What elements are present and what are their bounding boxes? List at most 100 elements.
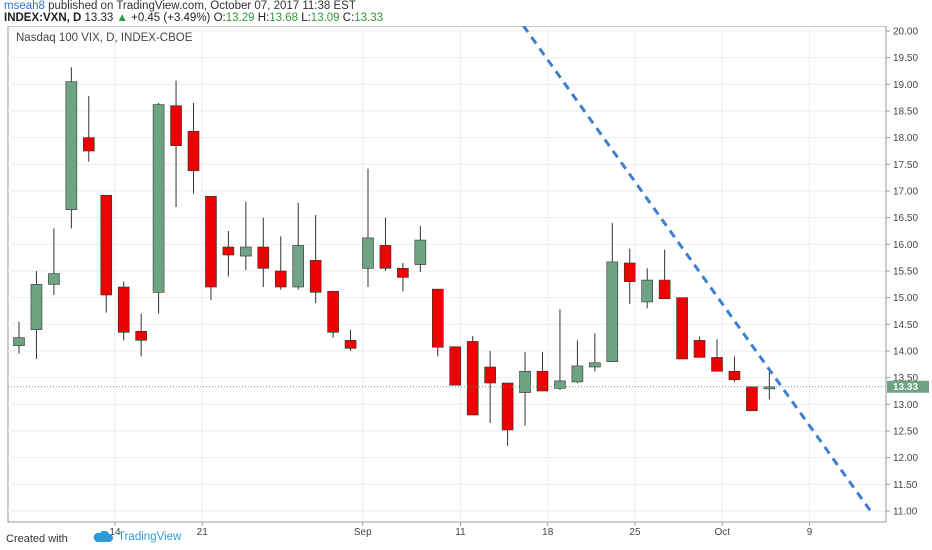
- candle-body: [693, 340, 706, 358]
- candle-body: [222, 246, 235, 256]
- candle[interactable]: [728, 356, 741, 382]
- candle[interactable]: [344, 329, 357, 351]
- candle[interactable]: [30, 271, 43, 359]
- y-tick-label: 14.50: [893, 320, 918, 331]
- candle-body: [135, 330, 147, 341]
- candle[interactable]: [623, 248, 636, 305]
- change-value: +0.45 (+3.49%): [131, 12, 211, 24]
- candle[interactable]: [83, 96, 95, 162]
- candle[interactable]: [257, 217, 270, 287]
- candle[interactable]: [240, 201, 252, 270]
- high-label: H:: [257, 12, 270, 24]
- candle[interactable]: [693, 336, 706, 358]
- candle[interactable]: [466, 336, 479, 416]
- candle-body: [240, 246, 252, 257]
- candle-body: [658, 279, 671, 300]
- candle[interactable]: [65, 67, 78, 229]
- candle-body: [571, 365, 584, 383]
- candle-body: [274, 270, 287, 288]
- candle[interactable]: [484, 351, 496, 423]
- x-tick-label: 21: [197, 527, 209, 538]
- candle[interactable]: [152, 103, 165, 314]
- y-tick-label: 15.50: [893, 267, 918, 278]
- candle[interactable]: [606, 223, 619, 362]
- y-tick-label: 12.00: [893, 453, 918, 464]
- candle[interactable]: [362, 168, 374, 287]
- candle-body: [152, 104, 165, 293]
- y-tick-label: 19.50: [893, 53, 918, 64]
- candle-body: [344, 340, 357, 349]
- candle-body: [205, 196, 217, 288]
- candle[interactable]: [571, 340, 584, 383]
- candle[interactable]: [711, 339, 723, 372]
- candlestick-chart[interactable]: Nasdaq 100 VIX, D, INDEX-CBOE 11.00 11.50…: [0, 26, 932, 550]
- candle-body: [606, 261, 619, 362]
- candle[interactable]: [676, 297, 688, 360]
- candle[interactable]: [205, 196, 217, 301]
- x-tick-label: Oct: [714, 527, 730, 538]
- candle[interactable]: [100, 194, 113, 313]
- candle[interactable]: [170, 80, 182, 207]
- candle[interactable]: [135, 313, 147, 357]
- candle-body: [100, 194, 113, 296]
- candle[interactable]: [222, 231, 235, 277]
- candle[interactable]: [501, 382, 514, 446]
- tradingview-logo[interactable]: TradingView: [92, 531, 181, 543]
- author-link[interactable]: mseah8: [4, 0, 45, 12]
- candle[interactable]: [536, 352, 549, 392]
- last-price-badge-text: 13.33: [893, 382, 918, 393]
- up-arrow-icon: ▲: [116, 12, 128, 24]
- x-tick-label: 9: [807, 527, 813, 538]
- candle-body: [83, 137, 95, 152]
- y-tick-label: 16.00: [893, 240, 918, 251]
- candle[interactable]: [431, 288, 444, 357]
- publish-info: published on TradingView.com, October 07…: [48, 0, 356, 12]
- candle[interactable]: [746, 386, 758, 412]
- last-price: 13.33: [84, 12, 114, 24]
- candle[interactable]: [589, 333, 601, 372]
- candle[interactable]: [763, 368, 776, 400]
- candle[interactable]: [554, 309, 566, 390]
- candle[interactable]: [397, 263, 409, 292]
- candles-group: [13, 67, 776, 446]
- candle[interactable]: [309, 215, 322, 303]
- candle[interactable]: [449, 346, 462, 386]
- candle-body: [623, 262, 636, 282]
- candle[interactable]: [48, 228, 60, 295]
- candle-body: [589, 362, 601, 368]
- candle[interactable]: [117, 281, 130, 341]
- candle[interactable]: [641, 268, 654, 309]
- candle[interactable]: [519, 352, 531, 426]
- candle-body: [449, 346, 462, 386]
- candle-body: [257, 246, 270, 269]
- last-price-badge: [887, 380, 929, 393]
- candle-body: [414, 239, 427, 265]
- candle[interactable]: [292, 202, 305, 290]
- y-tick-label: 12.50: [893, 427, 918, 438]
- candle-body: [466, 341, 479, 416]
- candle[interactable]: [274, 236, 287, 290]
- candle[interactable]: [13, 321, 25, 354]
- candle-body: [711, 357, 723, 372]
- candle[interactable]: [327, 290, 339, 338]
- candle-body: [170, 105, 182, 146]
- time-axis[interactable]: 14 21 Sep 11 18 25 Oct 9: [109, 522, 813, 538]
- price-axis[interactable]: 11.00 11.50 12.00 12.50 13.00 13.50 14.00 14.50…: [885, 26, 918, 522]
- candle-body: [746, 386, 758, 412]
- candle-body: [676, 297, 688, 360]
- y-tick-label: 11.50: [893, 480, 918, 491]
- y-tick-label: 18.00: [893, 133, 918, 144]
- y-tick-label: 13.00: [893, 400, 918, 411]
- y-tick-label: 19.00: [893, 80, 918, 91]
- candle[interactable]: [658, 249, 671, 300]
- candle[interactable]: [414, 225, 427, 273]
- footer: Created with TradingView: [0, 530, 932, 550]
- candle[interactable]: [187, 103, 200, 194]
- trendline[interactable]: [522, 26, 872, 512]
- candle-body: [48, 273, 60, 285]
- candle-body: [327, 290, 339, 333]
- y-tick-label: 11.00: [893, 507, 918, 518]
- candle[interactable]: [379, 217, 392, 271]
- candle-body: [13, 337, 25, 346]
- cloud-icon: [93, 531, 113, 542]
